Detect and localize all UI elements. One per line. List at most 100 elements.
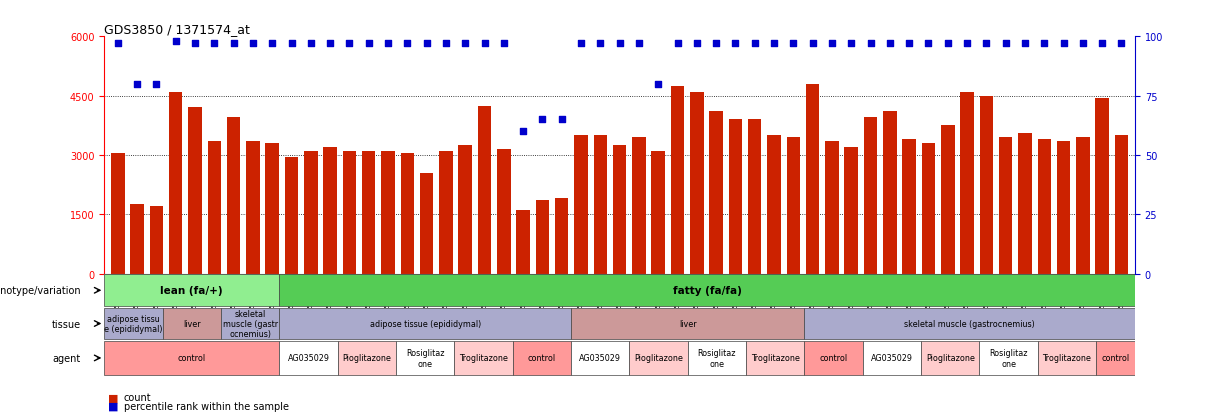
Bar: [207, 142, 221, 274]
Point: [108, 41, 128, 47]
Bar: [112, 154, 125, 274]
Bar: [1018, 134, 1032, 274]
Point: [1034, 41, 1054, 47]
Text: Rosiglitaz
one: Rosiglitaz one: [989, 349, 1028, 368]
Point: [205, 41, 225, 47]
Bar: [150, 207, 163, 274]
Bar: [671, 86, 685, 274]
Bar: [104, 308, 163, 339]
Point: [610, 41, 629, 47]
Point: [957, 41, 977, 47]
Bar: [342, 152, 356, 274]
Bar: [188, 108, 201, 274]
Bar: [513, 341, 571, 375]
Bar: [571, 308, 805, 339]
Point: [533, 117, 552, 123]
Bar: [805, 341, 863, 375]
Bar: [826, 142, 839, 274]
Bar: [280, 341, 337, 375]
Bar: [163, 308, 221, 339]
Point: [648, 81, 667, 88]
Point: [282, 41, 302, 47]
Bar: [169, 93, 183, 274]
Text: percentile rank within the sample: percentile rank within the sample: [124, 401, 288, 411]
Bar: [517, 211, 530, 274]
Text: ■: ■: [108, 401, 119, 411]
Point: [1074, 41, 1093, 47]
Text: skeletal
muscle (gastr
ocnemius): skeletal muscle (gastr ocnemius): [222, 309, 277, 339]
Point: [629, 41, 649, 47]
Bar: [280, 308, 571, 339]
Bar: [536, 201, 550, 274]
Text: Rosiglitaz
one: Rosiglitaz one: [698, 349, 736, 368]
Bar: [612, 146, 627, 274]
Bar: [652, 152, 665, 274]
Bar: [227, 118, 240, 274]
Point: [436, 41, 455, 47]
Bar: [324, 148, 337, 274]
Point: [667, 41, 687, 47]
Point: [340, 41, 360, 47]
Text: Pioglitazone: Pioglitazone: [634, 354, 683, 363]
Point: [398, 41, 417, 47]
Text: lean (fa/+): lean (fa/+): [161, 285, 223, 296]
Text: AG035029: AG035029: [871, 354, 913, 363]
Bar: [247, 142, 260, 274]
Text: GDS3850 / 1371574_at: GDS3850 / 1371574_at: [104, 23, 250, 36]
Bar: [729, 120, 742, 274]
Bar: [420, 173, 433, 274]
Bar: [280, 275, 1135, 306]
Bar: [961, 93, 974, 274]
Bar: [767, 136, 780, 274]
Bar: [571, 341, 629, 375]
Point: [1015, 41, 1034, 47]
Bar: [362, 152, 375, 274]
Bar: [863, 341, 921, 375]
Point: [996, 41, 1016, 47]
Bar: [941, 126, 955, 274]
Bar: [690, 93, 703, 274]
Point: [919, 41, 939, 47]
Point: [146, 81, 166, 88]
Bar: [1038, 341, 1096, 375]
Bar: [902, 140, 915, 274]
Bar: [864, 118, 877, 274]
Bar: [746, 341, 805, 375]
Text: Pioglitazone: Pioglitazone: [342, 354, 391, 363]
Bar: [555, 199, 568, 274]
Point: [899, 41, 919, 47]
Bar: [979, 341, 1038, 375]
Bar: [1056, 142, 1070, 274]
Text: Troglitazone: Troglitazone: [1043, 354, 1091, 363]
Bar: [400, 154, 413, 274]
Point: [860, 41, 880, 47]
Bar: [497, 150, 510, 274]
Point: [707, 41, 726, 47]
Point: [725, 41, 745, 47]
Point: [880, 41, 899, 47]
Point: [572, 41, 591, 47]
Point: [475, 41, 494, 47]
Bar: [104, 341, 280, 375]
Bar: [629, 341, 687, 375]
Point: [1092, 41, 1112, 47]
Bar: [477, 106, 491, 274]
Text: tissue: tissue: [52, 319, 81, 329]
Bar: [130, 205, 144, 274]
Point: [937, 41, 957, 47]
Point: [784, 41, 804, 47]
Text: control: control: [1102, 354, 1130, 363]
Text: liver: liver: [679, 319, 697, 328]
Bar: [1076, 138, 1090, 274]
Bar: [454, 341, 513, 375]
Text: AG035029: AG035029: [579, 354, 621, 363]
Point: [1054, 41, 1074, 47]
Text: control: control: [820, 354, 848, 363]
Point: [378, 41, 398, 47]
Point: [842, 41, 861, 47]
Point: [764, 41, 784, 47]
Bar: [709, 112, 723, 274]
Text: adipose tissue (epididymal): adipose tissue (epididymal): [369, 319, 481, 328]
Bar: [439, 152, 453, 274]
Point: [494, 41, 514, 47]
